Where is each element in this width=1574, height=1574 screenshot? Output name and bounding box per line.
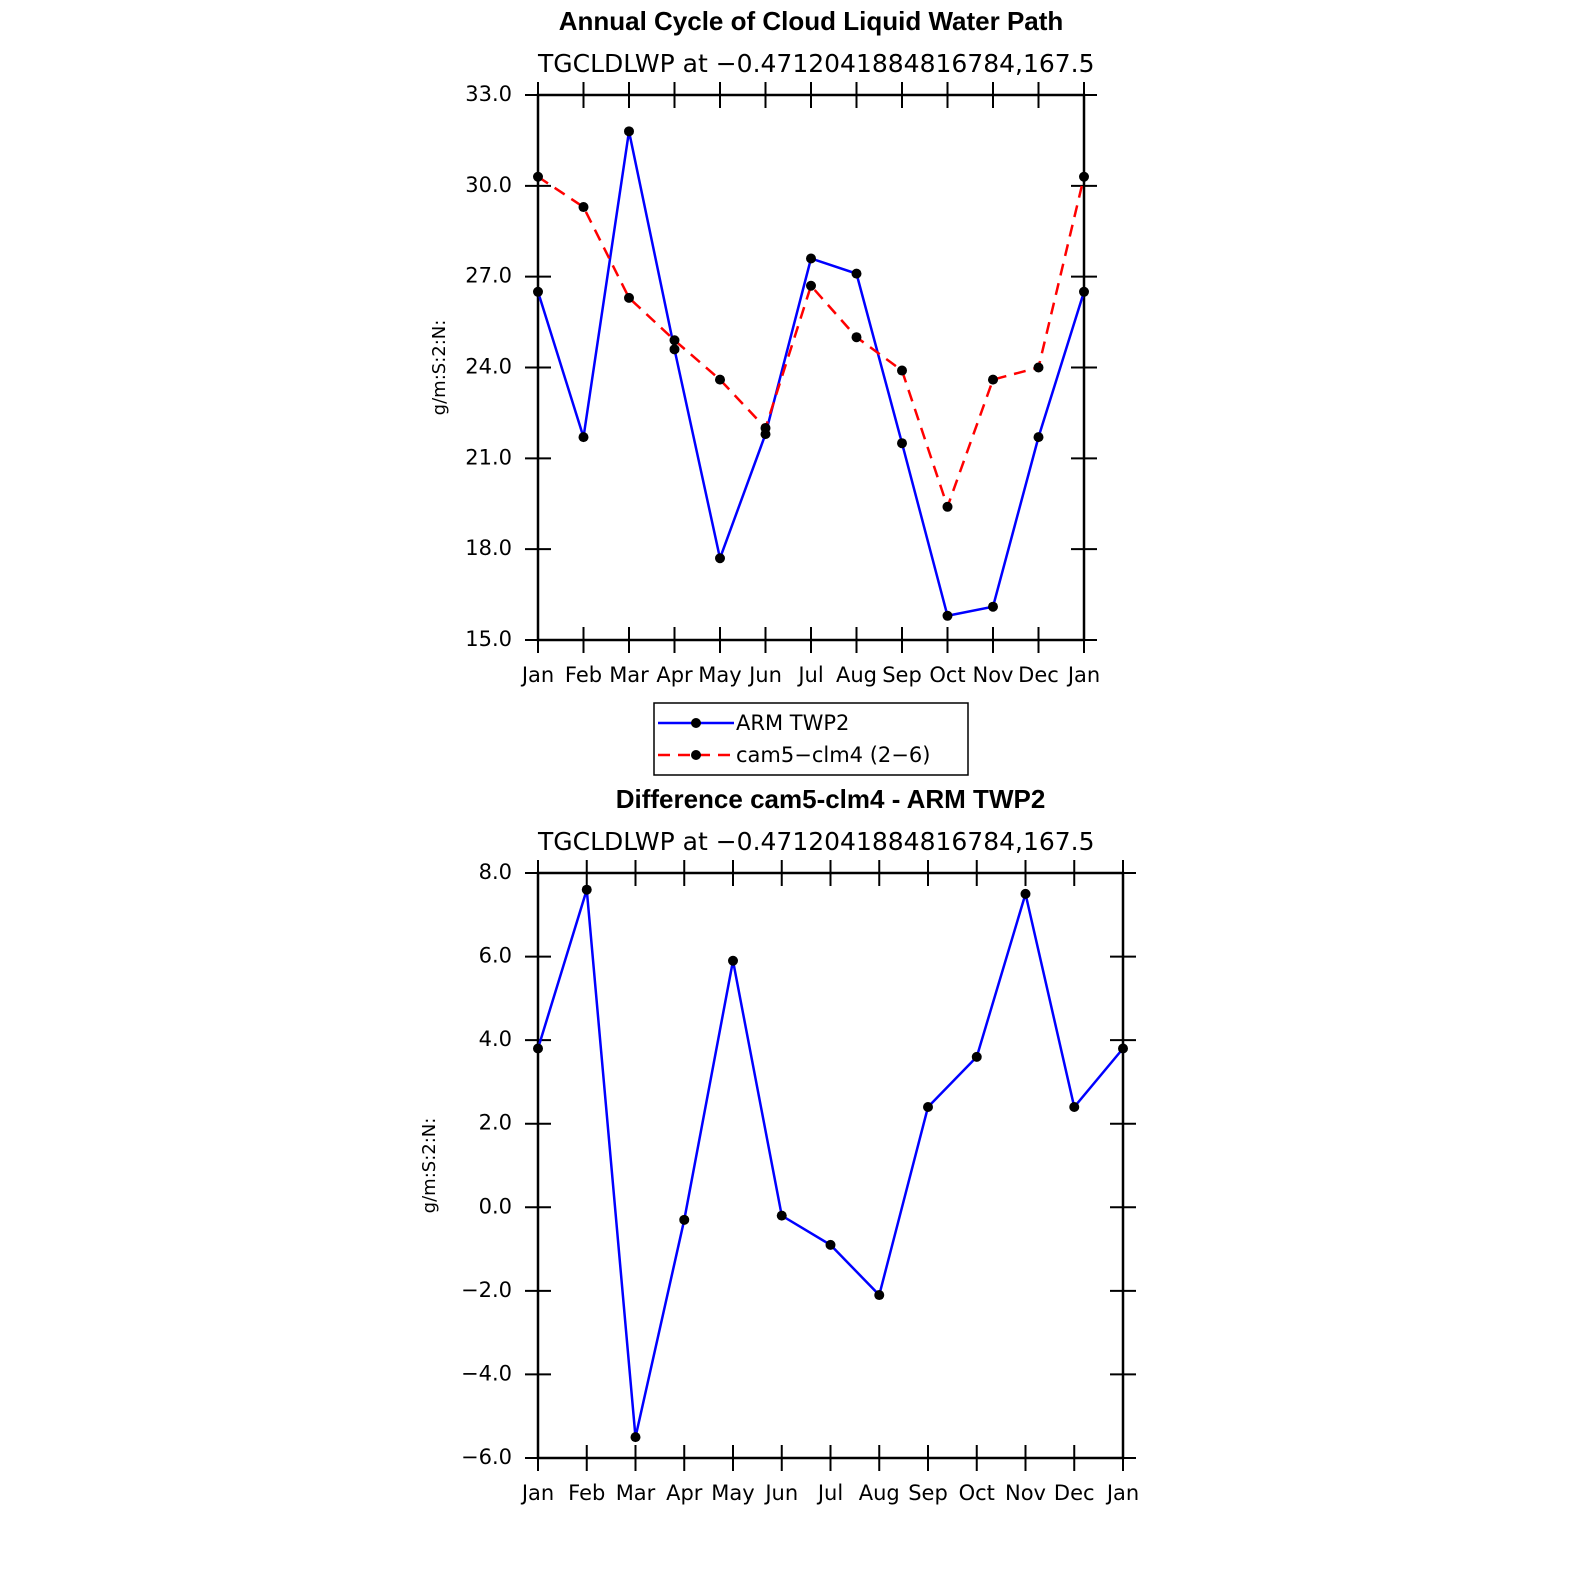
x-tick-label: May <box>711 1481 754 1505</box>
series-line <box>536 131 1086 618</box>
legend-label: ARM TWP2 <box>736 711 849 735</box>
y-tick-label: 33.0 <box>465 82 512 106</box>
x-tick-label: Jul <box>816 1481 843 1505</box>
data-point <box>578 202 589 213</box>
data-point <box>851 332 862 343</box>
legend-label: cam5−clm4 (2−6) <box>736 743 930 767</box>
data-point <box>1079 171 1089 182</box>
chart-title: Difference cam5-clm4 - ARM TWP2 <box>616 784 1046 814</box>
y-axis-label: g/m:S:2:N: <box>429 320 450 416</box>
x-tick-label: Jan <box>1105 1481 1139 1505</box>
x-tick-label: Aug <box>836 663 877 687</box>
data-point <box>971 1051 982 1062</box>
x-tick-label: Jun <box>747 663 782 687</box>
y-tick-label: −4.0 <box>461 1361 512 1385</box>
data-point <box>624 292 634 303</box>
data-point <box>679 1214 690 1225</box>
y-tick-label: 0.0 <box>479 1194 512 1218</box>
x-tick-label: Nov <box>1005 1481 1046 1505</box>
data-point <box>728 955 738 966</box>
data-point <box>1033 362 1044 373</box>
data-point <box>806 280 816 291</box>
y-tick-label: 21.0 <box>465 445 512 469</box>
x-tick-label: Oct <box>929 663 965 687</box>
x-tick-label: Mar <box>609 663 649 687</box>
chart-subtitle: TGCLDLWP at −0.4712041884816784,167.5 <box>537 827 1095 856</box>
x-tick-label: Jan <box>520 1481 554 1505</box>
x-tick-label: Oct <box>959 1481 995 1505</box>
data-point <box>988 374 998 385</box>
data-point <box>1033 432 1044 443</box>
plot-frame <box>536 93 1086 642</box>
y-tick-label: 24.0 <box>465 355 512 379</box>
x-tick-label: Jun <box>763 1481 798 1505</box>
chart-title: Annual Cycle of Cloud Liquid Water Path <box>559 6 1064 36</box>
y-tick-label: 30.0 <box>465 173 512 197</box>
y-tick-label: −2.0 <box>461 1278 512 1302</box>
x-tick-label: Nov <box>973 663 1014 687</box>
x-tick-label: Sep <box>882 663 922 687</box>
legend-marker <box>691 718 701 728</box>
x-tick-label: Jan <box>520 663 554 687</box>
data-point <box>578 432 589 443</box>
data-point <box>825 1239 836 1250</box>
x-tick-label: Mar <box>616 1481 656 1505</box>
legend-box <box>653 702 969 776</box>
data-point <box>923 1102 933 1112</box>
x-tick-label: Dec <box>1054 1481 1095 1505</box>
y-tick-label: 8.0 <box>479 860 512 884</box>
data-point <box>669 344 680 355</box>
plot-frame <box>536 871 1125 1460</box>
y-tick-label: −6.0 <box>461 1445 512 1469</box>
x-tick-label: Dec <box>1018 663 1059 687</box>
y-tick-label: 2.0 <box>479 1111 512 1135</box>
y-axis-label: g/m:S:2:N: <box>419 1118 440 1214</box>
data-point <box>630 1432 641 1443</box>
x-tick-label: Feb <box>568 1481 605 1505</box>
x-tick-label: Apr <box>656 663 693 687</box>
x-tick-label: Sep <box>908 1481 948 1505</box>
x-tick-label: Apr <box>666 1481 703 1505</box>
x-tick-label: Jan <box>1066 663 1100 687</box>
data-point <box>1118 1043 1128 1054</box>
data-point <box>581 884 592 895</box>
chart-subtitle: TGCLDLWP at −0.4712041884816784,167.5 <box>537 49 1095 78</box>
series-line <box>536 888 1124 1438</box>
y-tick-label: 27.0 <box>465 264 512 288</box>
data-point <box>760 423 771 434</box>
data-point <box>897 438 907 449</box>
data-point <box>874 1290 885 1301</box>
y-tick-label: 18.0 <box>465 536 512 560</box>
y-tick-label: 15.0 <box>465 627 512 651</box>
data-point <box>533 171 543 182</box>
x-tick-label: Jul <box>796 663 823 687</box>
data-point <box>1069 1102 1080 1112</box>
data-point <box>624 126 634 137</box>
data-point <box>715 374 725 385</box>
x-tick-label: Aug <box>859 1481 900 1505</box>
data-point <box>1079 286 1089 297</box>
data-point <box>942 610 953 621</box>
x-tick-label: May <box>698 663 741 687</box>
data-point <box>715 553 725 564</box>
y-tick-label: 6.0 <box>479 944 512 968</box>
legend-marker <box>691 750 701 760</box>
data-point <box>988 601 998 612</box>
data-point <box>897 365 907 376</box>
data-point <box>669 335 680 346</box>
data-point <box>1020 888 1031 899</box>
y-tick-label: 4.0 <box>479 1027 512 1051</box>
x-tick-label: Feb <box>565 663 602 687</box>
series-line <box>537 175 1086 511</box>
data-point <box>533 1043 543 1054</box>
data-point <box>851 268 862 279</box>
data-point <box>533 286 543 297</box>
data-point <box>942 501 953 512</box>
data-point <box>806 253 816 264</box>
data-point <box>776 1210 787 1221</box>
